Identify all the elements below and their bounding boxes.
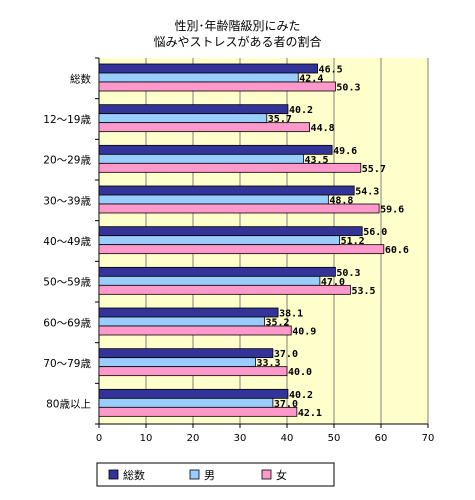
category-label-3: 30～39歳 xyxy=(43,195,91,207)
category-label-6: 60～69歳 xyxy=(43,317,91,329)
value-label-1-0: 42.4 xyxy=(299,74,323,85)
bar-1-5 xyxy=(98,275,321,286)
bar-1-2 xyxy=(98,153,304,164)
value-label-0-1: 40.2 xyxy=(289,105,313,116)
value-label-2-7: 40.0 xyxy=(288,367,312,378)
value-label-1-8: 37.0 xyxy=(274,399,298,410)
x-tick-label-0: 0 xyxy=(96,433,102,444)
bar-0-2 xyxy=(98,144,333,155)
value-label-0-4: 56.0 xyxy=(363,227,387,238)
bar-0-1 xyxy=(98,104,289,115)
bar-0-4 xyxy=(98,226,363,237)
bar-1-7 xyxy=(98,357,256,368)
value-label-0-2: 49.6 xyxy=(333,146,357,157)
value-label-1-1: 35.7 xyxy=(268,114,292,125)
value-label-1-6: 35.2 xyxy=(265,318,289,329)
value-label-2-0: 50.3 xyxy=(336,83,360,94)
legend-label-0: 総数 xyxy=(123,468,145,482)
category-label-7: 70～79歳 xyxy=(43,358,91,370)
value-label-2-5: 53.5 xyxy=(351,286,375,297)
category-label-1: 12～19歳 xyxy=(43,114,91,126)
value-label-2-8: 42.1 xyxy=(298,408,322,419)
value-label-2-6: 40.9 xyxy=(292,327,316,338)
x-tick-label-30: 30 xyxy=(234,433,247,444)
value-label-1-5: 47.0 xyxy=(321,277,345,288)
value-label-2-2: 55.7 xyxy=(362,164,386,175)
value-label-1-7: 33.3 xyxy=(257,358,281,369)
category-label-4: 40～49歳 xyxy=(43,236,91,248)
bar-0-3 xyxy=(98,185,355,196)
legend-label-2: 女 xyxy=(276,468,287,482)
value-label-0-5: 50.3 xyxy=(336,268,360,279)
value-label-2-3: 59.6 xyxy=(380,205,404,216)
category-label-0: 総数 xyxy=(70,72,91,85)
bar-0-5 xyxy=(98,266,336,277)
bar-2-7 xyxy=(98,366,288,377)
value-label-0-7: 37.0 xyxy=(274,349,298,360)
bar-1-6 xyxy=(98,316,265,327)
x-tick-label-60: 60 xyxy=(375,433,388,444)
bar-2-6 xyxy=(98,325,292,336)
legend-swatch-2 xyxy=(261,469,272,480)
legend-swatch-0 xyxy=(108,469,119,480)
bar-2-4 xyxy=(98,244,385,255)
value-label-0-3: 54.3 xyxy=(355,187,379,198)
bar-2-8 xyxy=(98,406,298,417)
x-tick-label-10: 10 xyxy=(140,433,153,444)
x-tick-label-20: 20 xyxy=(187,433,200,444)
bar-1-8 xyxy=(98,397,274,408)
category-label-5: 50～59歳 xyxy=(43,277,91,289)
chart-title-line-2: 悩みやストレスがある者の割合 xyxy=(153,35,322,49)
legend-box xyxy=(96,462,335,487)
bar-1-0 xyxy=(98,72,299,83)
x-tick-label-40: 40 xyxy=(281,433,294,444)
x-tick-label-50: 50 xyxy=(328,433,341,444)
bar-0-0 xyxy=(98,63,318,74)
value-label-2-4: 60.6 xyxy=(385,245,409,256)
x-tick-label-70: 70 xyxy=(422,433,435,444)
value-label-0-6: 38.1 xyxy=(279,309,303,320)
bar-1-1 xyxy=(98,113,268,124)
bar-0-7 xyxy=(98,348,274,359)
value-label-1-3: 48.8 xyxy=(329,196,353,207)
bar-0-6 xyxy=(98,307,279,318)
bar-2-1 xyxy=(98,122,310,133)
bar-2-5 xyxy=(98,284,351,295)
value-label-0-8: 40.2 xyxy=(289,390,313,401)
value-label-1-2: 43.5 xyxy=(304,155,328,166)
legend-label-1: 男 xyxy=(204,469,215,482)
value-label-0-0: 46.5 xyxy=(319,65,343,76)
bar-0-8 xyxy=(98,388,289,399)
value-label-1-4: 51.2 xyxy=(341,236,365,247)
bar-1-4 xyxy=(98,235,341,246)
bar-2-0 xyxy=(98,81,336,92)
bar-2-3 xyxy=(98,203,380,214)
value-label-2-1: 44.8 xyxy=(311,123,335,134)
category-label-2: 20～29歳 xyxy=(43,155,91,167)
bar-1-3 xyxy=(98,194,329,205)
chart-title-line-1: 性別･年齢階級別にみた xyxy=(174,19,301,33)
bar-2-2 xyxy=(98,162,362,173)
legend-swatch-1 xyxy=(189,469,200,480)
category-label-8: 80歳以上 xyxy=(46,399,91,411)
